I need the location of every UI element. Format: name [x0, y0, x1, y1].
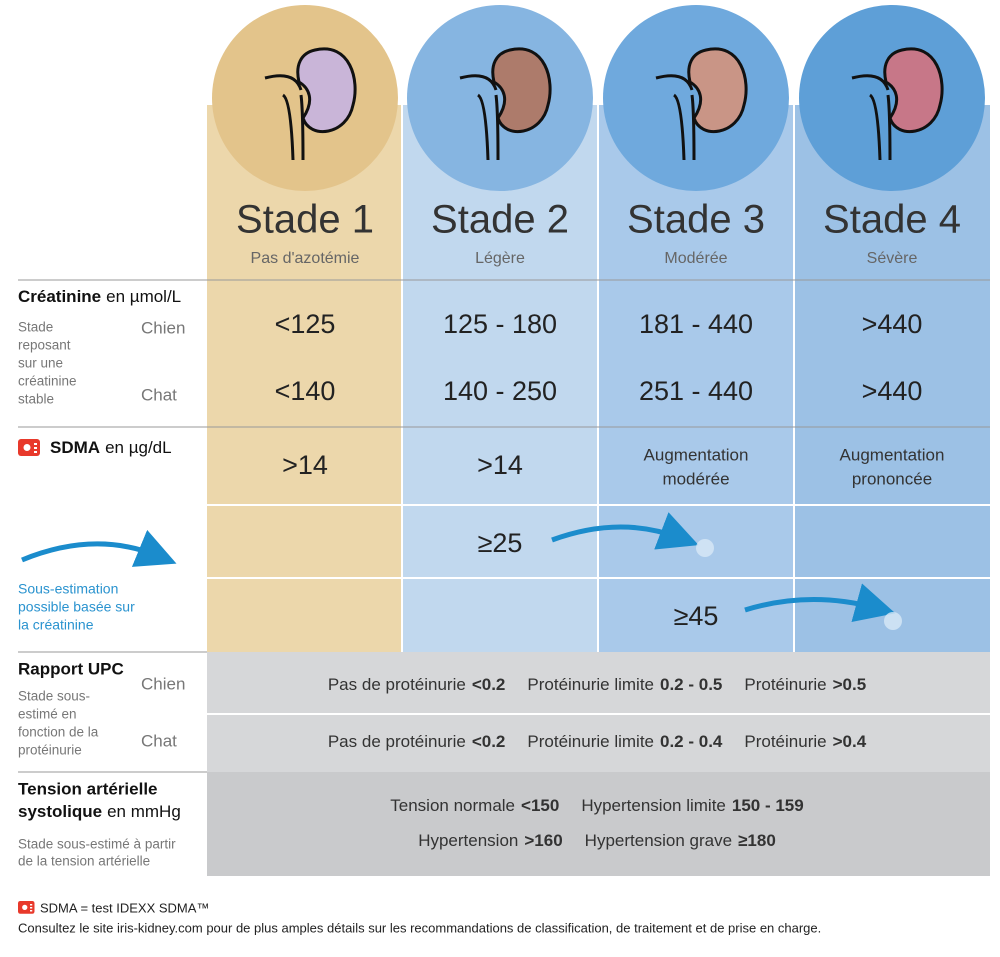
kidney: [491, 47, 552, 134]
criteria-value: <0.2: [472, 675, 506, 694]
criteria-value: <150: [521, 796, 559, 815]
criteria-value: 150 - 159: [732, 796, 804, 815]
stage-subtitle: Modérée: [664, 250, 727, 267]
criteria-label: Pas de protéinurie: [328, 675, 466, 694]
criteria-label: Protéinurie limite: [527, 675, 654, 694]
arrow-dot: [696, 539, 714, 557]
creatinine-value: 140 - 250: [443, 376, 557, 406]
criteria-label: Hypertension grave: [585, 831, 732, 850]
kidney: [296, 47, 357, 134]
row-note: Stade: [18, 320, 53, 335]
row-note: protéinurie: [18, 743, 82, 758]
row-label: systolique en mmHg: [18, 802, 181, 821]
creatinine-value: >440: [862, 376, 923, 406]
row-note: créatinine: [18, 374, 77, 389]
stage-subtitle: Légère: [475, 250, 525, 267]
kidney-icons: [264, 47, 944, 161]
underestimation-note: possible basée sur: [18, 599, 135, 615]
criteria-label: Pas de protéinurie: [328, 732, 466, 751]
row-note: fonction de la: [18, 725, 99, 740]
bp-bg: [207, 772, 990, 876]
row-label: Tension artérielle: [18, 779, 158, 798]
criteria-value: >160: [524, 831, 562, 850]
stage-title: Stade 2: [431, 198, 569, 242]
creatinine-value: 125 - 180: [443, 309, 557, 339]
sdma-value: Augmentation: [644, 445, 749, 464]
species: Chat: [141, 385, 177, 404]
criteria-label: Protéinurie limite: [527, 732, 654, 751]
criteria-value: 0.2 - 0.4: [660, 732, 723, 751]
label-unit: en µmol/L: [106, 287, 181, 306]
row-note: de la tension artérielle: [18, 854, 150, 869]
criteria-value: >0.4: [833, 732, 867, 751]
creatinine-value: <125: [275, 309, 336, 339]
column-bg: [207, 105, 402, 652]
sdma-value: Augmentation: [840, 445, 945, 464]
column-dividers: [207, 105, 990, 652]
underestimation-note: Sous-estimation: [18, 581, 118, 597]
stage-title: Stade 1: [236, 198, 374, 242]
label-unit: en mmHg: [107, 802, 181, 821]
arrow-dot: [884, 612, 902, 630]
row-note: sur une: [18, 356, 63, 371]
criteria-label: Tension normale: [390, 796, 515, 815]
row-note: Stade sous-: [18, 689, 90, 704]
footer-legend: SDMA = test IDEXX SDMA™: [40, 900, 209, 915]
column-bg: [598, 105, 794, 652]
sdma-threshold: ≥45: [674, 601, 719, 631]
label-unit: en µg/dL: [105, 438, 172, 457]
criteria-value: ≥180: [738, 831, 776, 850]
row-label: SDMA en µg/dL: [50, 438, 172, 457]
criteria-label: Hypertension limite: [581, 796, 726, 815]
sdma-value: modérée: [662, 469, 729, 488]
upc-bg: [207, 652, 990, 772]
stage-subtitle: Sévère: [867, 250, 918, 267]
creatinine-value: 251 - 440: [639, 376, 753, 406]
criteria-value: <0.2: [472, 732, 506, 751]
criteria-label: Hypertension: [418, 831, 518, 850]
column-bg: [402, 105, 598, 652]
kidney: [883, 47, 944, 134]
species: Chat: [141, 731, 177, 750]
criteria-value: 0.2 - 0.5: [660, 675, 722, 694]
arrows: [21, 512, 896, 623]
underestimation-note: la créatinine: [18, 617, 94, 633]
sdma-icon: [18, 439, 40, 456]
row-label: Rapport UPC: [18, 659, 124, 678]
creatinine-value: 181 - 440: [639, 309, 753, 339]
creatinine-value: >440: [862, 309, 923, 339]
sdma-threshold: ≥25: [478, 528, 523, 558]
sdma-icon: [18, 901, 35, 914]
label-name: systolique: [18, 802, 102, 821]
criteria-line: Pas de protéinurie <0.2 Protéinurie limite…: [328, 675, 866, 694]
row-note: estimé en: [18, 707, 77, 722]
row-note: stable: [18, 392, 54, 407]
stage-title: Stade 4: [823, 198, 961, 242]
stage-title: Stade 3: [627, 198, 765, 242]
criteria-line: Hypertension >160 Hypertension grave ≥180: [418, 831, 776, 850]
stage-icons: [212, 5, 985, 191]
criteria-line: Tension normale <150 Hypertension limite 15…: [390, 796, 803, 815]
criteria-label: Protéinurie: [744, 675, 826, 694]
row-separators: [18, 279, 990, 773]
kidney: [687, 47, 748, 134]
criteria-value: >0.5: [833, 675, 867, 694]
label-name: Créatinine: [18, 287, 101, 306]
column-bg: [794, 105, 990, 652]
sdma-value: >14: [282, 450, 328, 480]
species: Chien: [141, 674, 185, 693]
species: Chien: [141, 318, 185, 337]
row-label: Créatinine en µmol/L: [18, 287, 181, 306]
criteria-label: Protéinurie: [744, 732, 826, 751]
criteria-line: Pas de protéinurie <0.2 Protéinurie limite…: [328, 732, 867, 751]
label-name: SDMA: [50, 438, 100, 457]
stage-subtitle: Pas d'azotémie: [251, 250, 360, 267]
sdma-value: prononcée: [852, 469, 932, 488]
row-note: Stade sous-estimé à partir: [18, 837, 176, 852]
sdma-value: >14: [477, 450, 523, 480]
creatinine-value: <140: [275, 376, 336, 406]
footer-text: Consultez le site iris-kidney.com pour d…: [18, 920, 821, 935]
row-note: reposant: [18, 338, 71, 353]
